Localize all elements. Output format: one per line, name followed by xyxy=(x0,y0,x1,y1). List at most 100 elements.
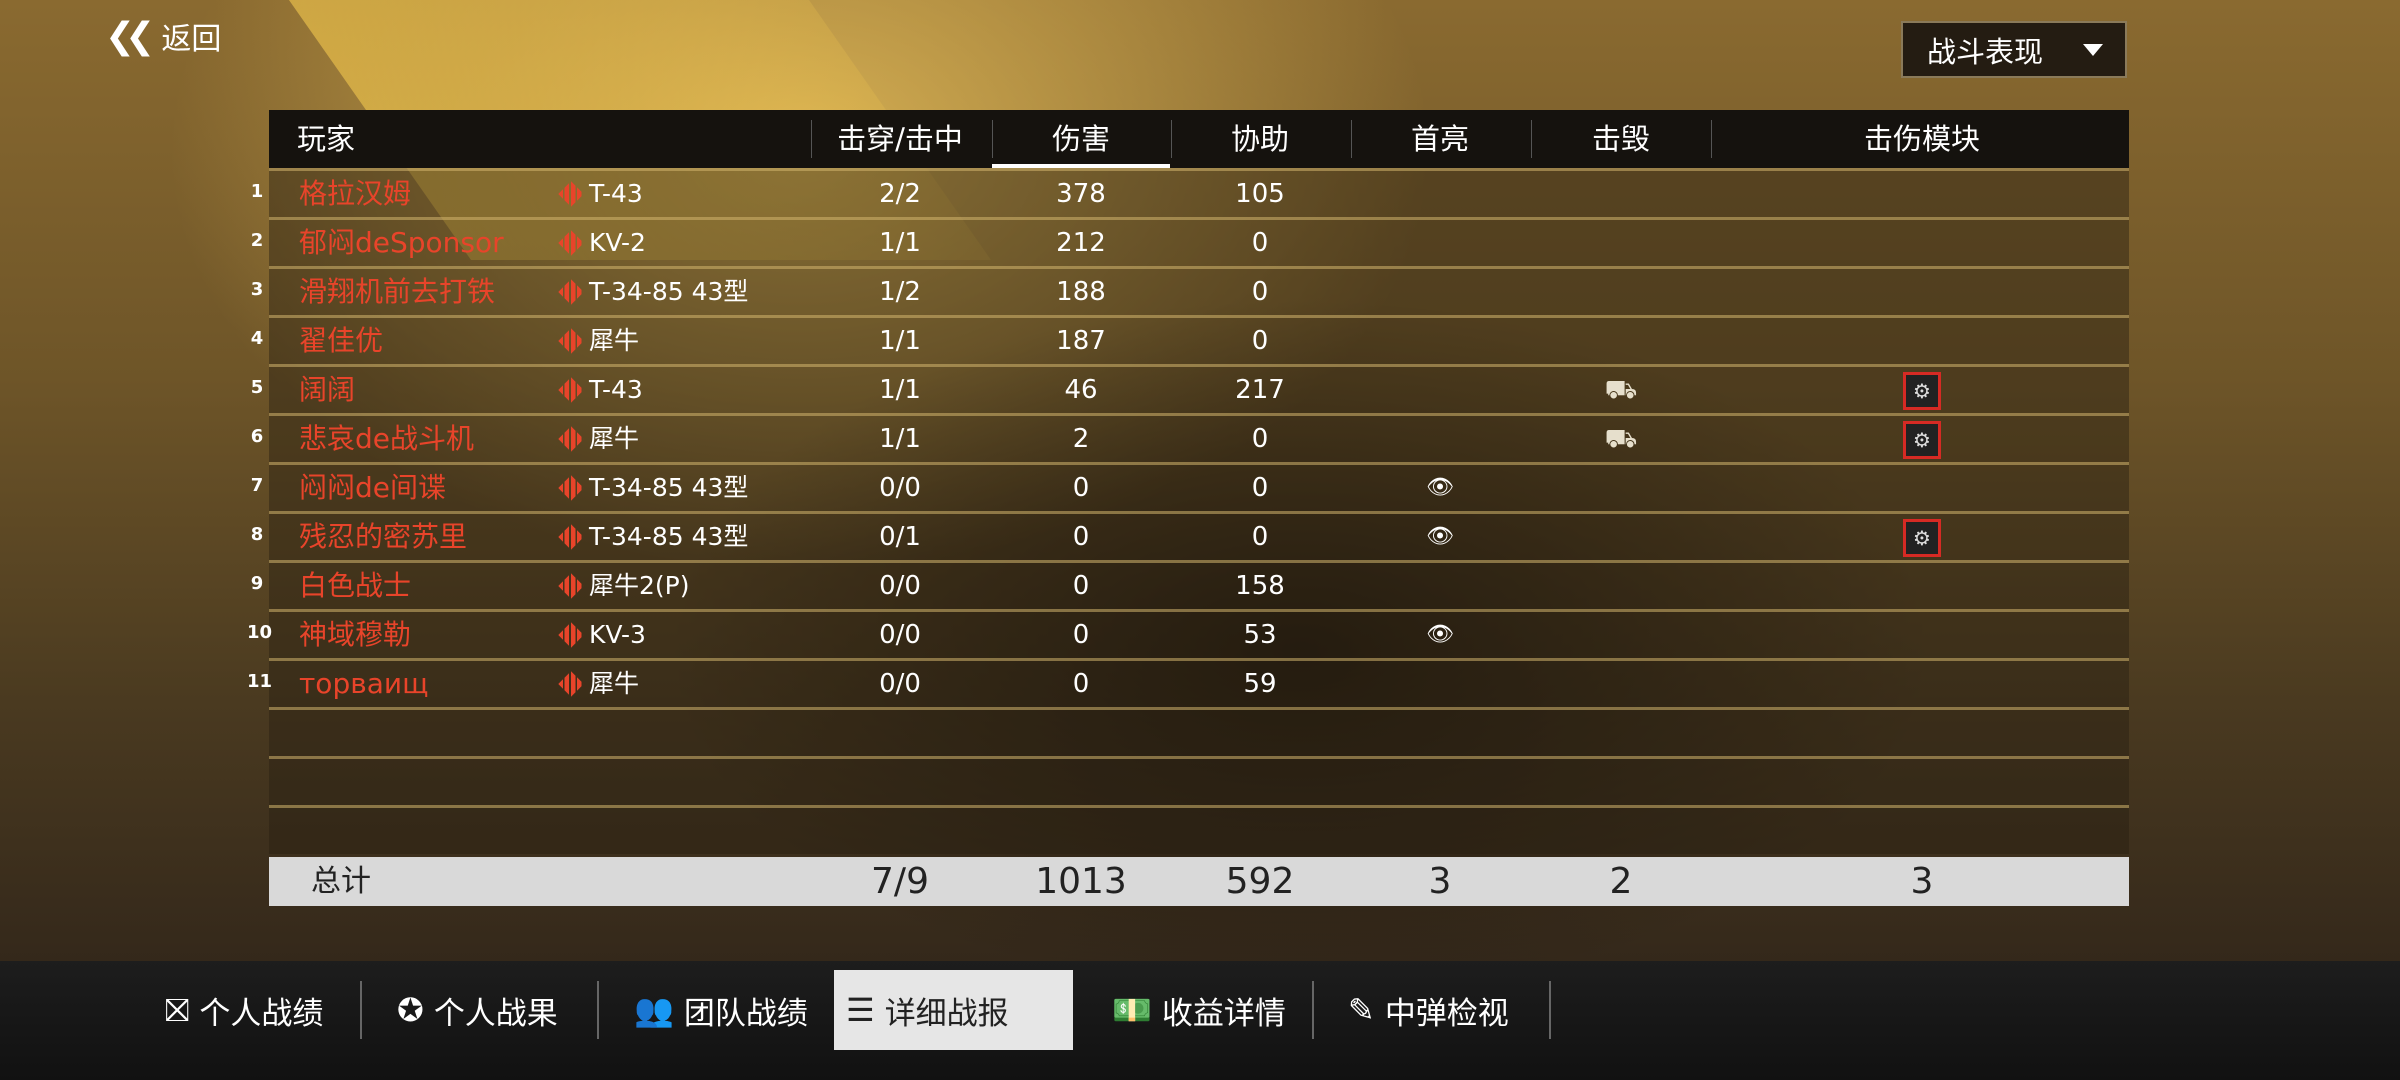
stat-assist: 217 xyxy=(1235,375,1285,405)
stat-pen: 1/1 xyxy=(879,228,921,258)
player-name[interactable]: 白色战士 xyxy=(299,569,412,602)
tank-class-icon xyxy=(558,524,584,550)
tab-5[interactable]: 💵 收益详情 xyxy=(1100,970,1298,1050)
column-header[interactable]: 伤害 xyxy=(992,110,1170,168)
player-name[interactable]: 格拉汉姆 xyxy=(299,177,412,210)
tab-2[interactable]: ✪ 个人战果 xyxy=(385,970,570,1050)
table-row[interactable]: 7 闷闷de间谍 T-34-85 43型 0/0 0 0 👁 xyxy=(251,462,2129,511)
table-row[interactable]: 8 残忍的密苏里 T-34-85 43型 0/1 0 0 👁 ⚙ xyxy=(251,511,2129,560)
column-divider xyxy=(1711,120,1712,158)
column-header[interactable]: 首亮 xyxy=(1410,122,1470,156)
stat-dmg: 187 xyxy=(1056,326,1106,356)
tab-1[interactable]: ⛝ 个人战绩 xyxy=(153,970,335,1050)
engine-icon: ⚙ xyxy=(1903,367,1941,413)
stat-pen: 1/2 xyxy=(879,277,921,307)
row-number: 6 xyxy=(250,426,264,447)
tank-name: 犀牛 xyxy=(589,326,640,355)
table-row[interactable]: 5 阔阔 T-43 1/1 46 217 ⛟ ⚙ xyxy=(251,364,2129,413)
row-number: 4 xyxy=(250,328,264,349)
player-name[interactable]: 闷闷de间谍 xyxy=(299,471,447,504)
total-row: 总计 7/9 1013 592 3 2 3 xyxy=(269,857,2129,906)
stat-assist: 0 xyxy=(1251,326,1269,356)
tank-name: T-34-85 43型 xyxy=(589,473,749,502)
tab-label: 团队战绩 xyxy=(683,995,808,1032)
column-divider xyxy=(992,120,993,158)
column-divider xyxy=(1351,120,1352,158)
team-icon: 👥 xyxy=(634,991,674,1029)
player-name[interactable]: торваищ xyxy=(299,667,429,700)
tab-divider xyxy=(1312,981,1314,1039)
battle-stats-table: 玩家 击穿/击中 伤害 协助 首亮 击毁 击伤模块 1 格拉汉姆 T-43 2/2 378 105 2 郁… xyxy=(247,110,2129,906)
column-divider xyxy=(1171,120,1172,158)
destroyed-tank-icon: ⛟ xyxy=(1604,424,1638,454)
eye-icon: 👁 xyxy=(1426,524,1454,549)
tank-class-icon xyxy=(558,622,584,648)
stats-mode-dropdown[interactable]: 战斗表现 xyxy=(1901,21,2127,78)
turret-icon-box: ⚙ xyxy=(1903,421,1941,459)
player-name[interactable]: 郁闷deSponsor xyxy=(299,226,504,259)
row-number: 5 xyxy=(250,377,264,398)
back-button[interactable]: ❮❮ 返回 xyxy=(105,14,221,58)
stat-assist: 0 xyxy=(1251,277,1269,307)
total-assist: 592 xyxy=(1225,861,1295,902)
column-header[interactable]: 击穿/击中 xyxy=(837,122,963,156)
tab-4[interactable]: ☰ 详细战报 xyxy=(834,970,1073,1050)
table-row[interactable]: 2 郁闷deSponsor KV-2 1/1 212 0 xyxy=(251,217,2129,266)
player-name[interactable]: 神域穆勒 xyxy=(299,618,412,651)
tank-class-icon xyxy=(558,377,584,403)
player-name[interactable]: 翟佳优 xyxy=(299,324,384,357)
column-header[interactable]: 玩家 xyxy=(297,122,356,156)
table-row[interactable]: 9 白色战士 犀牛2(P) 0/0 0 158 xyxy=(251,560,2129,609)
tab-label: 个人战果 xyxy=(433,995,558,1032)
tab-divider xyxy=(597,981,599,1039)
table-row[interactable]: 10 神域穆勒 KV-3 0/0 0 53 👁 xyxy=(247,609,2129,658)
tank-name: 犀牛 xyxy=(589,424,640,453)
dropdown-value: 战斗表现 xyxy=(1927,34,2044,69)
star-card-icon: ⛝ xyxy=(165,990,190,1029)
total-spot: 3 xyxy=(1428,861,1452,902)
tank-name: T-34-85 43型 xyxy=(589,277,749,306)
stat-dmg: 188 xyxy=(1056,277,1106,307)
stat-assist: 0 xyxy=(1251,228,1269,258)
empty-row xyxy=(269,707,2129,756)
list-icon: ☰ xyxy=(846,991,875,1029)
player-name[interactable]: 残忍的密苏里 xyxy=(299,520,468,553)
column-header[interactable]: 击毁 xyxy=(1591,122,1651,156)
table-row[interactable]: 6 悲哀de战斗机 犀牛 1/1 2 0 ⛟ ⚙ xyxy=(251,413,2129,462)
player-name[interactable]: 悲哀de战斗机 xyxy=(299,422,475,455)
destroyed-tank-icon: ⛟ xyxy=(1604,375,1638,405)
table-row[interactable]: 1 格拉汉姆 T-43 2/2 378 105 xyxy=(251,168,2129,217)
tank-cell: 犀牛 xyxy=(558,661,639,707)
tank-class-icon xyxy=(558,279,584,305)
tank-class-icon xyxy=(558,328,584,354)
table-row[interactable]: 3 滑翔机前去打铁 T-34-85 43型 1/2 188 0 xyxy=(251,266,2129,315)
column-header[interactable]: 协助 xyxy=(1230,122,1290,156)
table-row[interactable]: 11 торваищ 犀牛 0/0 0 59 xyxy=(247,658,2129,707)
tank-cell: T-34-85 43型 xyxy=(558,514,748,560)
tank-cell: 犀牛 xyxy=(558,318,640,364)
total-label: 总计 xyxy=(311,864,371,899)
tab-6[interactable]: ✎ 中弹检视 xyxy=(1336,970,1521,1050)
stat-assist: 59 xyxy=(1243,669,1277,699)
track-icon-box: ⚙ xyxy=(1903,519,1941,557)
tank-name: KV-3 xyxy=(589,620,646,649)
column-header[interactable]: 击伤模块 xyxy=(1863,122,1981,156)
tab-label: 个人战绩 xyxy=(199,995,324,1032)
tank-name: T-43 xyxy=(589,179,643,208)
tank-cell: 犀牛2(P) xyxy=(558,563,690,609)
tab-3[interactable]: 👥 团队战绩 xyxy=(622,970,820,1050)
tank-class-icon xyxy=(558,573,584,599)
row-number: 8 xyxy=(250,524,264,545)
stat-dmg: 0 xyxy=(1072,620,1090,650)
player-name[interactable]: 滑翔机前去打铁 xyxy=(299,275,496,308)
player-name[interactable]: 阔阔 xyxy=(299,373,356,406)
table-row[interactable]: 4 翟佳优 犀牛 1/1 187 0 xyxy=(251,315,2129,364)
tank-cell: T-43 xyxy=(558,367,643,413)
stat-assist: 158 xyxy=(1235,571,1285,601)
stat-pen: 1/1 xyxy=(879,375,921,405)
stat-pen: 0/0 xyxy=(879,669,921,699)
tank-class-icon xyxy=(558,181,584,207)
row-number: 3 xyxy=(250,279,264,300)
stat-pen: 0/0 xyxy=(879,571,921,601)
stat-pen: 2/2 xyxy=(879,179,921,209)
